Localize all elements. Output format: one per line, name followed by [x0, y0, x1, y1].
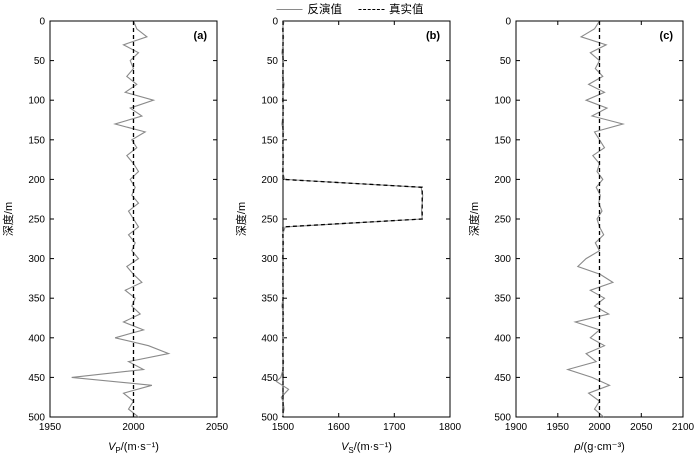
- svg-text:250: 250: [261, 215, 278, 226]
- svg-text:150: 150: [494, 135, 511, 146]
- svg-text:2000: 2000: [588, 422, 611, 433]
- svg-text:200: 200: [494, 175, 511, 186]
- svg-text:(b): (b): [426, 30, 440, 42]
- legend-entry-true: 真实值: [358, 1, 424, 17]
- panel-b-chart: 1500 1600 1700 1800 0 50 100 150 200 250 300 350 400…: [234, 17, 462, 456]
- panel-c-chart: 1900 1950 2000 2050 2100 0 50 100 150 200 250 300 35…: [467, 17, 695, 454]
- svg-text:250: 250: [494, 215, 511, 226]
- svg-text:1800: 1800: [439, 422, 462, 433]
- legend-entry-inversion: 反演值: [276, 1, 343, 17]
- svg-text:100: 100: [494, 96, 511, 107]
- svg-text:300: 300: [494, 254, 511, 265]
- svg-text:350: 350: [28, 294, 45, 305]
- svg-text:300: 300: [261, 254, 278, 265]
- svg-text:(c): (c): [660, 30, 674, 42]
- svg-text:深度/m: 深度/m: [234, 202, 248, 236]
- svg-text:VP/(m·s⁻¹): VP/(m·s⁻¹): [108, 441, 159, 455]
- svg-text:250: 250: [28, 215, 45, 226]
- svg-text:(a): (a): [194, 30, 208, 42]
- legend-label-true: 真实值: [389, 4, 424, 16]
- solid-line-icon: [276, 8, 303, 10]
- svg-text:400: 400: [261, 333, 278, 344]
- svg-text:50: 50: [267, 56, 279, 67]
- svg-text:VS/(m·s⁻¹): VS/(m·s⁻¹): [341, 441, 392, 455]
- svg-text:2000: 2000: [122, 422, 145, 433]
- legend: 反演值 真实值: [272, 1, 428, 17]
- svg-text:1500: 1500: [272, 422, 295, 433]
- svg-text:400: 400: [494, 333, 511, 344]
- svg-text:150: 150: [261, 135, 278, 146]
- svg-text:1950: 1950: [547, 422, 570, 433]
- svg-text:350: 350: [494, 294, 511, 305]
- svg-text:450: 450: [261, 373, 278, 384]
- svg-text:0: 0: [39, 17, 45, 28]
- svg-text:0: 0: [505, 17, 511, 28]
- svg-text:200: 200: [261, 175, 278, 186]
- svg-text:300: 300: [28, 254, 45, 265]
- svg-text:2050: 2050: [630, 422, 653, 433]
- svg-text:500: 500: [28, 413, 45, 424]
- svg-text:0: 0: [272, 17, 278, 28]
- svg-text:50: 50: [500, 56, 512, 67]
- svg-text:深度/m: 深度/m: [467, 202, 481, 236]
- svg-text:1600: 1600: [328, 422, 351, 433]
- svg-text:200: 200: [28, 175, 45, 186]
- svg-text:100: 100: [28, 96, 45, 107]
- svg-text:150: 150: [28, 135, 45, 146]
- svg-text:400: 400: [28, 333, 45, 344]
- svg-text:500: 500: [494, 413, 511, 424]
- panel-a-chart: 1950 2000 2050 0 50 100 150 200 250 300 350 400 450 5…: [1, 17, 229, 456]
- svg-text:350: 350: [261, 294, 278, 305]
- dashed-line-icon: [358, 8, 384, 10]
- svg-text:深度/m: 深度/m: [1, 202, 15, 236]
- svg-text:100: 100: [261, 96, 278, 107]
- svg-text:2050: 2050: [206, 422, 229, 433]
- svg-text:450: 450: [494, 373, 511, 384]
- svg-text:50: 50: [34, 56, 46, 67]
- svg-text:1900: 1900: [505, 422, 528, 433]
- svg-text:ρ/(g·cm⁻³): ρ/(g·cm⁻³): [573, 441, 625, 453]
- svg-text:1950: 1950: [39, 422, 62, 433]
- legend-label-inversion: 反演值: [307, 4, 343, 16]
- svg-text:500: 500: [261, 413, 278, 424]
- svg-text:450: 450: [28, 373, 45, 384]
- svg-text:2100: 2100: [672, 422, 695, 433]
- svg-text:1700: 1700: [383, 422, 406, 433]
